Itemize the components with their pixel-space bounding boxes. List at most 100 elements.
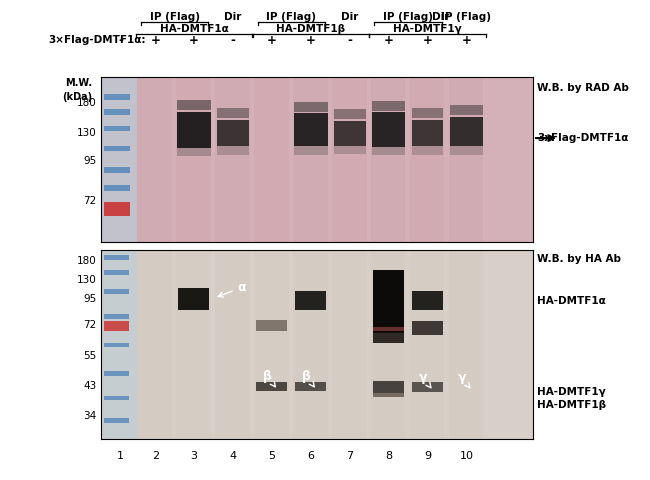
Text: +: + (462, 34, 471, 47)
Text: Dir: Dir (432, 12, 449, 22)
Text: 95: 95 (83, 294, 96, 304)
Bar (410, 77, 445, 242)
Bar (254, 77, 289, 242)
Bar (371, 77, 406, 242)
Bar (372, 147, 406, 156)
Text: IP (Flag): IP (Flag) (266, 12, 317, 22)
Text: 95: 95 (83, 156, 96, 166)
Bar (411, 321, 443, 335)
Text: W.B. by HA Ab: W.B. by HA Ab (537, 254, 621, 264)
Text: Dir: Dir (341, 12, 358, 22)
Bar (215, 250, 250, 439)
Text: 2: 2 (151, 451, 159, 461)
Bar (177, 100, 211, 110)
Bar (411, 291, 443, 310)
Bar (294, 146, 328, 155)
Bar (295, 382, 326, 391)
Text: β: β (302, 370, 314, 387)
Bar (104, 371, 129, 376)
Text: 1: 1 (117, 451, 124, 461)
Text: (kDa): (kDa) (62, 92, 92, 102)
Text: HA-DMTF1β: HA-DMTF1β (537, 400, 606, 410)
Bar (256, 382, 287, 391)
Bar (294, 102, 328, 111)
Text: +: + (422, 34, 432, 47)
Text: 9: 9 (424, 451, 431, 461)
Bar (450, 105, 483, 115)
Text: 4: 4 (229, 451, 237, 461)
Bar (411, 382, 443, 392)
Bar (217, 146, 249, 155)
Text: M.W.: M.W. (65, 78, 92, 88)
Text: W.B. by RAD Ab: W.B. by RAD Ab (537, 84, 629, 94)
Bar (411, 120, 443, 146)
Bar (104, 396, 129, 400)
Bar (104, 95, 130, 100)
Text: 55: 55 (83, 351, 96, 361)
Bar (448, 77, 484, 242)
Bar (177, 148, 211, 156)
Text: 8: 8 (385, 451, 392, 461)
Text: α: α (218, 281, 246, 297)
Text: 3: 3 (190, 451, 198, 461)
Bar (371, 250, 406, 439)
Text: 130: 130 (77, 128, 96, 138)
Text: 5: 5 (268, 451, 276, 461)
Bar (410, 250, 445, 439)
Bar (104, 255, 129, 260)
Bar (293, 77, 328, 242)
Text: HA-DMTF1γ: HA-DMTF1γ (393, 24, 462, 34)
Text: +: + (189, 34, 199, 47)
Text: HA-DMTF1α: HA-DMTF1α (537, 296, 606, 306)
Text: 34: 34 (83, 411, 96, 421)
Text: 10: 10 (460, 451, 473, 461)
Bar (104, 321, 129, 331)
Text: +: + (306, 34, 316, 47)
Bar (138, 250, 172, 439)
Text: -: - (231, 34, 235, 47)
Text: HA-DMTF1β: HA-DMTF1β (276, 24, 345, 34)
Text: IP (Flag): IP (Flag) (383, 12, 433, 22)
Bar (104, 270, 129, 275)
Bar (372, 327, 404, 331)
Bar (372, 101, 406, 111)
Bar (104, 167, 130, 172)
Bar (176, 77, 211, 242)
Bar (372, 382, 404, 393)
Bar (450, 146, 483, 155)
Bar (411, 146, 443, 155)
Text: 72: 72 (83, 196, 96, 206)
Text: IP (Flag): IP (Flag) (441, 12, 491, 22)
Text: Dir: Dir (224, 12, 242, 22)
Bar (176, 250, 211, 439)
Text: +: + (384, 34, 393, 47)
Bar (217, 120, 249, 146)
Bar (450, 117, 483, 146)
Text: 72: 72 (83, 321, 96, 330)
Bar (177, 111, 211, 148)
Bar (295, 291, 326, 310)
Bar (178, 288, 209, 310)
Bar (334, 109, 366, 119)
Text: 3xFlag-DMTF1α: 3xFlag-DMTF1α (537, 133, 629, 143)
Bar (104, 289, 129, 294)
Bar (411, 108, 443, 118)
Text: -: - (347, 34, 352, 47)
Bar (294, 113, 328, 146)
Text: γ: γ (458, 371, 470, 388)
Bar (372, 270, 404, 333)
Bar (138, 77, 172, 242)
Bar (215, 77, 250, 242)
Text: -: - (118, 34, 123, 47)
Bar (256, 320, 287, 331)
Bar (332, 77, 367, 242)
Text: +: + (150, 34, 160, 47)
Bar (104, 126, 130, 131)
Text: IP (Flag): IP (Flag) (150, 12, 200, 22)
Text: β: β (263, 370, 276, 387)
Bar (104, 343, 129, 347)
Text: γ: γ (419, 371, 431, 388)
Bar (101, 77, 138, 242)
Text: 7: 7 (346, 451, 354, 461)
Bar (372, 332, 404, 343)
